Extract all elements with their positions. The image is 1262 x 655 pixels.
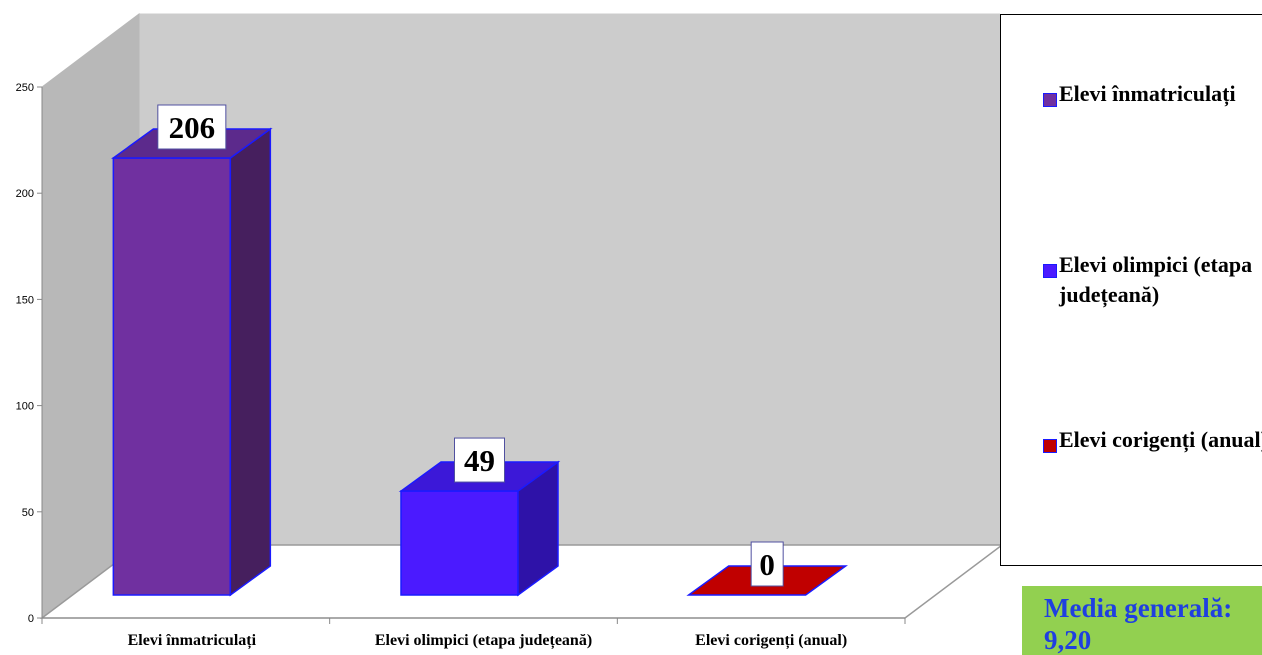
legend-label-failing: Elevi corigenți (anual)	[1059, 427, 1262, 452]
data-label: 49	[464, 443, 495, 478]
x-category-label: Elevi corigenți (anual)	[695, 632, 847, 650]
y-tick-label: 0	[28, 613, 34, 625]
data-label: 206	[169, 110, 216, 145]
data-label-box	[157, 104, 227, 150]
y-tick-label: 100	[16, 401, 34, 413]
data-label: 0	[759, 547, 775, 582]
legend-label-enrolled: Elevi înmatriculați	[1059, 81, 1236, 106]
bar-chart-3d: 0 50 100 150 200 250 206 Elevi înmatriculați 49 E…	[16, 12, 1000, 650]
bar-side	[229, 127, 272, 597]
y-tick-label: 50	[22, 507, 34, 519]
legend-label-olympiad: Elevi olimpici (etapa județeană)	[1059, 252, 1253, 307]
y-tick-label: 250	[16, 82, 34, 94]
chart-legend: Elevi înmatriculați Elevi olimpici (etap…	[1000, 14, 1262, 566]
x-category-label: Elevi înmatriculați	[128, 632, 257, 650]
average-grade-box: Media generală: 9,20	[1022, 586, 1262, 655]
legend-swatch-enrolled	[1043, 93, 1057, 107]
legend-swatch-olympiad	[1043, 264, 1057, 278]
bar-front	[112, 157, 232, 596]
legend-swatch-failing	[1043, 439, 1057, 453]
y-tick-label: 150	[16, 294, 34, 306]
bar-front	[400, 490, 519, 596]
y-tick-label: 200	[16, 188, 34, 200]
data-label-box	[454, 437, 505, 483]
data-label-box	[750, 541, 784, 587]
x-category-label: Elevi olimpici (etapa județeană)	[375, 632, 592, 650]
